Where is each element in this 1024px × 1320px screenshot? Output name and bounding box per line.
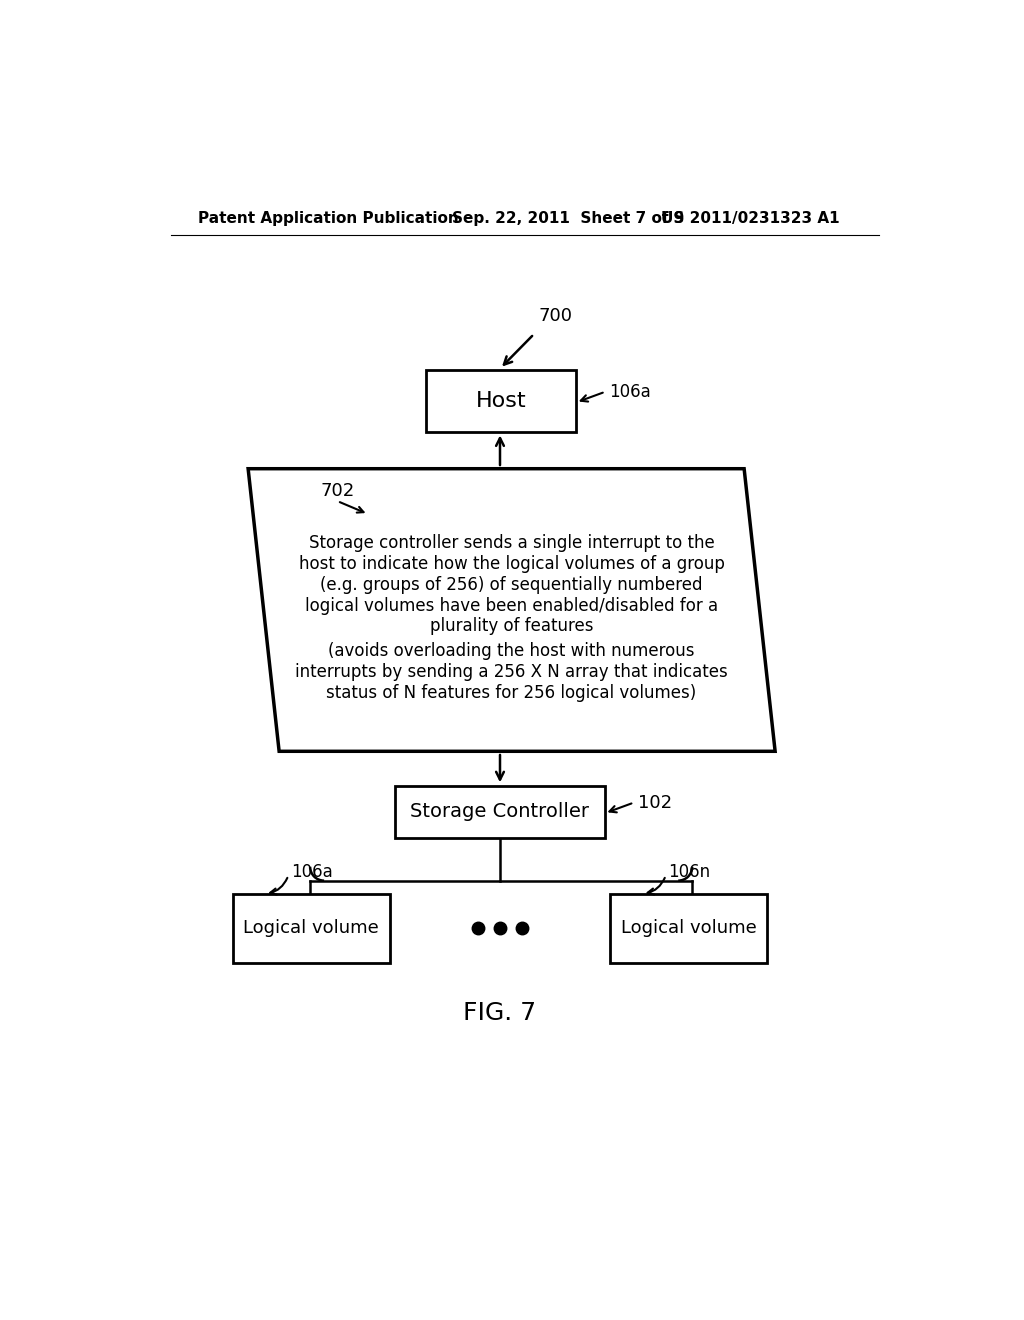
FancyBboxPatch shape <box>610 894 767 964</box>
Text: US 2011/0231323 A1: US 2011/0231323 A1 <box>662 211 840 226</box>
Text: (avoids overloading the host with numerous
interrupts by sending a 256 X N array: (avoids overloading the host with numero… <box>295 642 728 701</box>
Text: 102: 102 <box>638 793 672 812</box>
Text: FIG. 7: FIG. 7 <box>464 1001 537 1026</box>
Text: Patent Application Publication: Patent Application Publication <box>198 211 459 226</box>
Polygon shape <box>248 469 775 751</box>
Text: 702: 702 <box>321 482 354 500</box>
Text: Host: Host <box>476 391 526 411</box>
Text: 106a: 106a <box>291 863 333 882</box>
Text: Logical volume: Logical volume <box>244 920 379 937</box>
Text: 106n: 106n <box>669 863 711 882</box>
FancyBboxPatch shape <box>426 370 575 432</box>
Text: Logical volume: Logical volume <box>621 920 757 937</box>
Text: 106a: 106a <box>609 383 651 401</box>
Text: 700: 700 <box>539 308 572 325</box>
Text: Storage controller sends a single interrupt to the
host to indicate how the logi: Storage controller sends a single interr… <box>299 535 725 635</box>
Text: Sep. 22, 2011  Sheet 7 of 9: Sep. 22, 2011 Sheet 7 of 9 <box>452 211 684 226</box>
FancyBboxPatch shape <box>395 785 604 838</box>
Text: Storage Controller: Storage Controller <box>411 803 590 821</box>
FancyBboxPatch shape <box>232 894 390 964</box>
